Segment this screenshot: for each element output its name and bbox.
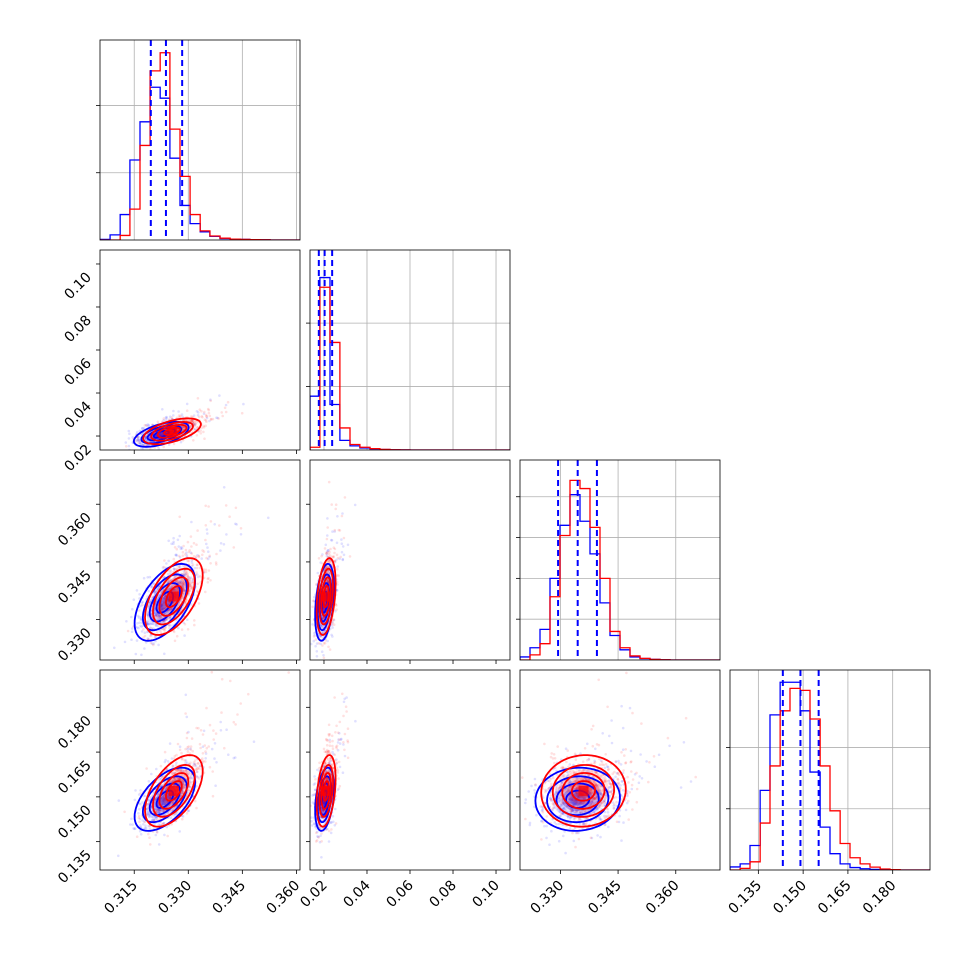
x-axis-3-tick-label-3: 0.180 bbox=[860, 878, 900, 918]
x-axis-3-tick-label-1: 0.150 bbox=[770, 878, 810, 918]
pair-2-0-blue-contour-2 bbox=[148, 582, 181, 623]
x-axis-1-tick-label-0: 0.02 bbox=[297, 878, 330, 911]
pair-2-0-peak bbox=[168, 591, 179, 602]
pair-2-1-red-contour-1 bbox=[318, 567, 334, 626]
pair-1-0-peak bbox=[167, 426, 178, 437]
pair-2-1-red-contour-2 bbox=[320, 576, 332, 617]
pair-3-2-blue-contour-1 bbox=[546, 775, 610, 824]
pair-panel-1-0 bbox=[96, 249, 301, 454]
pair-panel-3-2 bbox=[516, 669, 721, 874]
x-axis-0-tick-label-1: 0.330 bbox=[155, 878, 195, 918]
pair-2-0-blue-contour-1 bbox=[141, 573, 188, 632]
x-axis-1-tick-label-2: 0.06 bbox=[383, 877, 416, 910]
pair-2-0-red-contour-1 bbox=[152, 567, 196, 626]
pair-panel-3-0 bbox=[96, 669, 301, 874]
pair-3-2-frame bbox=[519, 669, 721, 871]
x-axis-0-tick-label-2: 0.345 bbox=[210, 878, 250, 918]
pair-3-1-peak bbox=[321, 785, 332, 796]
pair-1-0-blue-contour-0 bbox=[132, 420, 190, 448]
pair-3-0-blue-fill-2 bbox=[158, 792, 171, 806]
pair-2-1-peak bbox=[321, 591, 332, 602]
pair-3-0-red-contour-1 bbox=[152, 763, 196, 818]
pair-3-0-red-contour-2 bbox=[158, 772, 190, 810]
pair-1-0-blue-fill-1 bbox=[151, 429, 172, 439]
pair-3-0-red-contour-0 bbox=[144, 754, 204, 828]
y-axis-1-tick-label-0: 0.02 bbox=[61, 442, 94, 475]
pair-panel-2-0 bbox=[96, 459, 301, 664]
pair-panel-3-1 bbox=[306, 669, 511, 874]
hist-panel-3 bbox=[726, 669, 931, 871]
x-axis-2-tick-label-0: 0.330 bbox=[528, 878, 568, 918]
y-axis-2-tick-label-2: 0.360 bbox=[55, 510, 95, 550]
y-axis-3-tick-label-0: 0.135 bbox=[55, 847, 95, 887]
pair-3-2-red-contour-2 bbox=[561, 772, 606, 810]
pair-2-0-blue-fill-2 bbox=[158, 594, 171, 610]
hist-panel-1 bbox=[306, 249, 511, 451]
pair-2-0-blue-contour-0 bbox=[133, 562, 197, 642]
y-axis-1-tick-label-3: 0.08 bbox=[61, 313, 94, 346]
hist-2-frame bbox=[519, 459, 721, 661]
hist-0-red-series bbox=[100, 52, 300, 240]
pair-3-2-blue-contour-0 bbox=[534, 766, 621, 832]
pair-3-0-frame bbox=[99, 669, 301, 871]
x-axis-2-tick-label-1: 0.345 bbox=[585, 878, 625, 918]
pair-3-2-red-contour-3 bbox=[570, 780, 597, 802]
pair-2-0-red-contour-0 bbox=[144, 557, 204, 636]
hist-3-frame bbox=[729, 669, 931, 871]
x-axis-3-tick-label-0: 0.135 bbox=[726, 878, 766, 918]
y-axis-3-tick-label-3: 0.180 bbox=[55, 713, 95, 753]
pair-3-0-blue-contour-1 bbox=[141, 775, 188, 824]
hist-1-frame bbox=[309, 249, 511, 451]
pair-2-1-red-contour-0 bbox=[315, 557, 337, 636]
hist-panel-2 bbox=[516, 459, 721, 661]
x-axis-2-tick-label-2: 0.360 bbox=[643, 878, 683, 918]
y-axis-3-tick-label-2: 0.165 bbox=[55, 758, 95, 798]
pair-2-0-red-contour-2 bbox=[158, 576, 190, 617]
x-axis-1-tick-label-3: 0.08 bbox=[426, 878, 459, 911]
pair-1-0-red-contour-0 bbox=[142, 417, 202, 446]
x-axis-0-tick-label-3: 0.360 bbox=[264, 878, 304, 918]
x-axis-1-tick-label-4: 0.10 bbox=[469, 878, 502, 911]
y-axis-2-tick-label-0: 0.330 bbox=[55, 625, 95, 665]
y-axis-1-tick-label-1: 0.04 bbox=[61, 398, 94, 431]
pair-2-0-blue-fill-0 bbox=[146, 579, 183, 626]
pair-2-0-frame bbox=[99, 459, 301, 661]
hist-panel-0 bbox=[96, 39, 301, 241]
y-axis-3-tick-label-1: 0.150 bbox=[55, 802, 95, 842]
y-axis-1-tick-label-4: 0.10 bbox=[61, 269, 94, 302]
hist-0-frame bbox=[99, 39, 301, 241]
y-axis-2-tick-label-1: 0.345 bbox=[55, 567, 95, 607]
pair-3-2-red-contour-1 bbox=[551, 764, 616, 818]
hist-2-red-series bbox=[520, 479, 720, 660]
pair-1-0-red-contour-1 bbox=[150, 420, 194, 442]
pair-1-0-red-contour-2 bbox=[156, 423, 188, 439]
pair-3-2-red-contour-0 bbox=[540, 754, 627, 828]
pair-3-1-blue-contour-1 bbox=[316, 775, 333, 824]
pair-3-1-red-contour-1 bbox=[318, 763, 334, 818]
pair-3-1-red-contour-0 bbox=[315, 754, 337, 828]
pair-3-0-blue-contour-0 bbox=[133, 766, 197, 832]
pair-panel-2-1 bbox=[306, 459, 511, 664]
pair-3-1-red-contour-2 bbox=[320, 772, 332, 810]
pair-3-2-blue-points bbox=[524, 704, 693, 855]
x-axis-0-tick-label-0: 0.315 bbox=[101, 878, 141, 918]
pair-3-2-blue-contour-2 bbox=[555, 782, 600, 816]
pair-3-2-peak bbox=[578, 785, 589, 796]
pair-3-0-peak bbox=[168, 785, 179, 796]
hist-3-red-series bbox=[730, 687, 930, 870]
x-axis-1-tick-label-1: 0.04 bbox=[340, 877, 373, 910]
y-axis-1-tick-label-2: 0.06 bbox=[61, 355, 94, 388]
x-axis-3-tick-label-2: 0.165 bbox=[815, 878, 855, 918]
